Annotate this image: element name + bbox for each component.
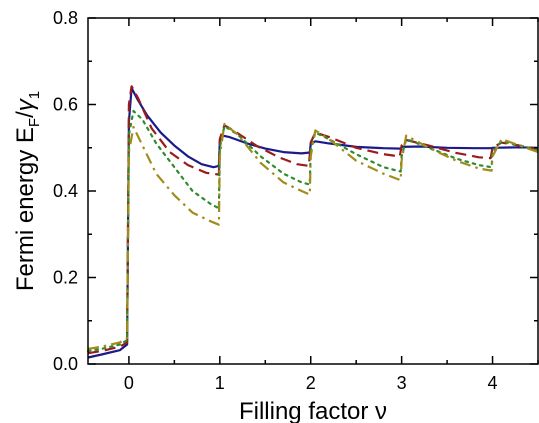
y-tick-label: 0.4 (53, 181, 78, 201)
x-tick-label: 1 (215, 373, 225, 393)
plot-frame (87, 17, 539, 365)
series-layer (86, 85, 539, 359)
x-tick-label: 3 (397, 373, 407, 393)
series-line-dotted (86, 109, 539, 353)
x-tick-label: 4 (488, 373, 498, 393)
y-axis-title-sub-f: F (26, 118, 43, 127)
y-tick-label: 0.2 (53, 268, 78, 288)
series-line-dashdot (87, 122, 539, 350)
y-axis-title-slash: / (12, 111, 39, 118)
y-axis-title: Fermi energy EF/γ1 (12, 91, 43, 291)
y-axis-title-sub-1: 1 (26, 91, 43, 99)
series-line-dashed (87, 85, 539, 355)
series-line-solid (87, 86, 539, 359)
x-tick-label: 0 (124, 373, 134, 393)
y-axis-title-gamma: γ (12, 97, 39, 111)
ticks-layer: 0 1 2 3 4 0.0 0.2 0.4 0.6 0.8 (53, 8, 539, 393)
y-axis-title-main: Fermi energy E (12, 127, 39, 291)
x-tick-label: 2 (306, 373, 316, 393)
y-tick-label: 0.6 (53, 95, 78, 115)
x-axis-title: Filling factor ν (239, 398, 387, 423)
y-tick-label: 0.8 (53, 8, 78, 28)
y-tick-label: 0.0 (53, 354, 78, 374)
